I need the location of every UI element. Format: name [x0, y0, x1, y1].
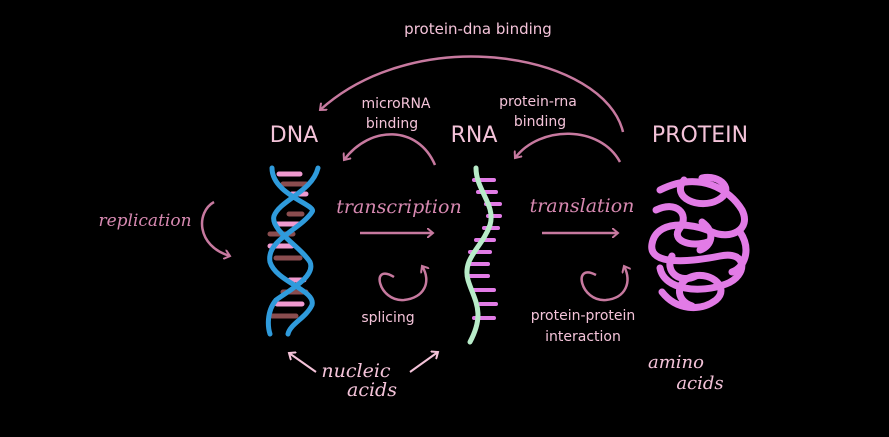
protein-rna-binding-label-line1: protein-rna: [499, 94, 577, 110]
transcription-label: transcription: [336, 196, 461, 218]
microrna-binding-arrow: [344, 133, 437, 166]
amino-acids-label-line2: acids: [676, 373, 723, 394]
nucleic-acids-label-line1: nucleic: [321, 360, 391, 382]
nucleic-acids-arrow-left: [289, 353, 317, 373]
protein-title: PROTEIN: [652, 123, 748, 148]
protein-protein-label-line1: protein-protein: [531, 308, 636, 324]
folded-protein-icon: [648, 173, 750, 312]
nucleic-acids-label-line2: acids: [347, 379, 397, 401]
replication-arrow: [200, 200, 230, 256]
protein-rna-binding-label-line2: binding: [514, 114, 566, 130]
protein-protein-label-line2: interaction: [545, 329, 621, 345]
protein-rna-binding-arrow: [515, 132, 622, 163]
rna-single-strand-icon: [464, 165, 502, 345]
protein-dna-binding-label: protein-dna binding: [404, 20, 552, 38]
rna-title: RNA: [451, 123, 498, 148]
dna-double-helix-icon: [265, 165, 321, 337]
translation-label: translation: [530, 195, 635, 217]
dna-title: DNA: [270, 123, 318, 148]
protein-dna-binding-arrow: [320, 55, 625, 133]
amino-acids-label-line1: amino: [648, 352, 704, 373]
microrna-binding-label-line2: binding: [366, 116, 418, 132]
replication-label: replication: [98, 211, 191, 231]
splicing-label: splicing: [361, 310, 414, 326]
nucleic-acids-arrow-right: [409, 352, 438, 373]
protein-protein-loop-arrow: [580, 266, 628, 302]
microrna-binding-label-line1: microRNA: [361, 96, 430, 112]
splicing-loop-arrow: [378, 266, 427, 302]
